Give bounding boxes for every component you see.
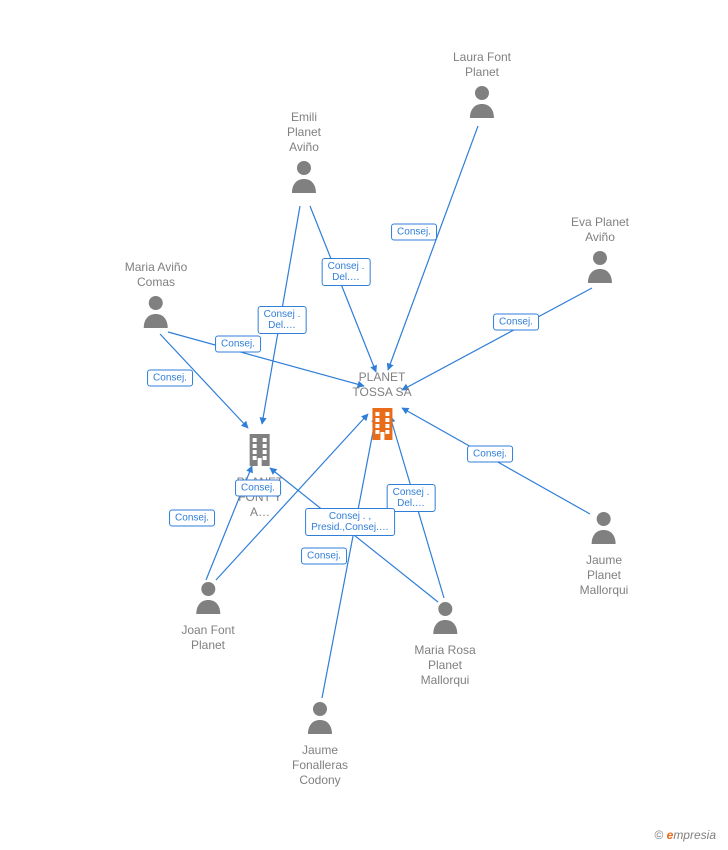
network-canvas: Laura Font Planet Emili Planet Aviño Eva P… (0, 0, 728, 850)
edge-label: Consej. (467, 446, 513, 463)
node-label: Laura Font Planet (453, 50, 511, 80)
company-node[interactable]: PLANET TOSSA SA (352, 370, 411, 445)
person-node[interactable]: Maria Rosa Planet Mallorqui (414, 600, 475, 688)
copyright-symbol: © (654, 828, 663, 842)
node-label: Maria Aviño Comas (125, 260, 187, 290)
edge-label: Consej . Del.… (322, 258, 371, 286)
edge-label: Consej. (169, 510, 215, 527)
person-node[interactable]: Jaume Planet Mallorqui (580, 510, 629, 598)
node-label: Joan Font Planet (181, 623, 234, 653)
node-label: Emili Planet Aviño (287, 110, 321, 155)
person-node[interactable]: Eva Planet Aviño (571, 215, 629, 288)
building-icon (244, 430, 276, 471)
node-label: Jaume Fonalleras Codony (292, 743, 348, 788)
edge-line (310, 206, 376, 372)
node-label: Maria Rosa Planet Mallorqui (414, 643, 475, 688)
person-node[interactable]: Jaume Fonalleras Codony (292, 700, 348, 788)
person-node[interactable]: Emili Planet Aviño (287, 110, 321, 198)
person-icon (305, 700, 335, 739)
copyright: © empresia (654, 828, 716, 842)
edge-label: Consej. (493, 314, 539, 331)
company-node[interactable]: PLANET FONT Y A… (237, 430, 284, 520)
person-icon (430, 600, 460, 639)
person-node[interactable]: Joan Font Planet (181, 580, 234, 653)
person-icon (589, 510, 619, 549)
person-icon (585, 249, 615, 288)
edge-line (388, 126, 478, 370)
node-label: PLANET TOSSA SA (352, 370, 411, 400)
brand-rest: mpresia (673, 828, 716, 842)
edge-line (402, 288, 592, 390)
person-node[interactable]: Laura Font Planet (453, 50, 511, 123)
edge-label: Consej. (215, 336, 261, 353)
edge-label: Consej. (235, 480, 281, 497)
person-node[interactable]: Maria Aviño Comas (125, 260, 187, 333)
person-icon (193, 580, 223, 619)
edge-line (168, 332, 364, 386)
node-label: Jaume Planet Mallorqui (580, 553, 629, 598)
edge-label: Consej . Del.… (258, 306, 307, 334)
edge-label: Consej. (301, 548, 347, 565)
edge-label: Consej. (391, 224, 437, 241)
building-icon (366, 404, 398, 445)
node-label: Eva Planet Aviño (571, 215, 629, 245)
edge-label: Consej. (147, 370, 193, 387)
person-icon (467, 84, 497, 123)
edge-label: Consej . , Presid.,Consej.… (305, 508, 395, 536)
person-icon (289, 159, 319, 198)
person-icon (141, 294, 171, 333)
